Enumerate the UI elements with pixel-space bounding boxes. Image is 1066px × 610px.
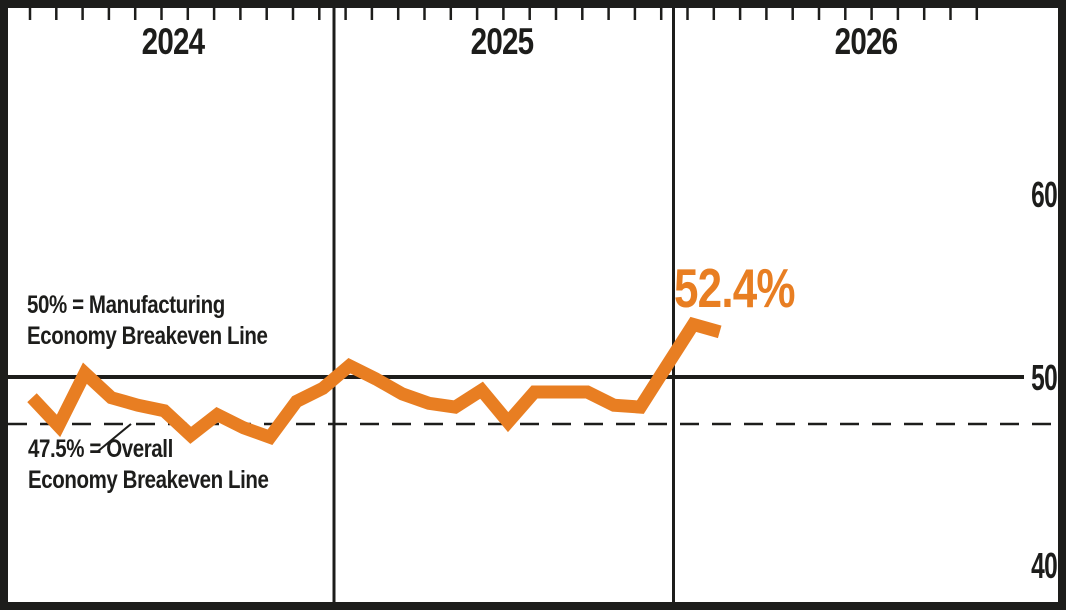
breakeven-annotation-47-5: 47.5% = Overall Economy Breakeven Line	[28, 434, 269, 496]
year-label-2024: 2024	[141, 21, 205, 62]
breakeven-annotation-47-5-line2: Economy Breakeven Line	[28, 466, 269, 494]
y-tick-label-50: 50	[1031, 357, 1058, 398]
breakeven-annotation-50-line2: Economy Breakeven Line	[27, 322, 268, 350]
breakeven-annotation-50-line1: 50% = Manufacturing	[27, 291, 225, 319]
y-tick-label-40: 40	[1031, 545, 1058, 586]
annotation-leader-line	[96, 423, 132, 453]
year-divider-lines	[332, 8, 675, 602]
pmi-series-line	[27, 316, 722, 445]
y-tick-label-60: 60	[1031, 174, 1058, 215]
year-label-2025: 2025	[470, 21, 534, 62]
year-label-2026: 2026	[834, 21, 898, 62]
breakeven-annotation-47-5-line1: 47.5% = Overall	[28, 435, 173, 463]
month-tick-marks	[28, 8, 979, 20]
series-end-value-label: 52.4%	[674, 257, 796, 319]
breakeven-annotation-50: 50% = Manufacturing Economy Breakeven Li…	[27, 290, 268, 352]
